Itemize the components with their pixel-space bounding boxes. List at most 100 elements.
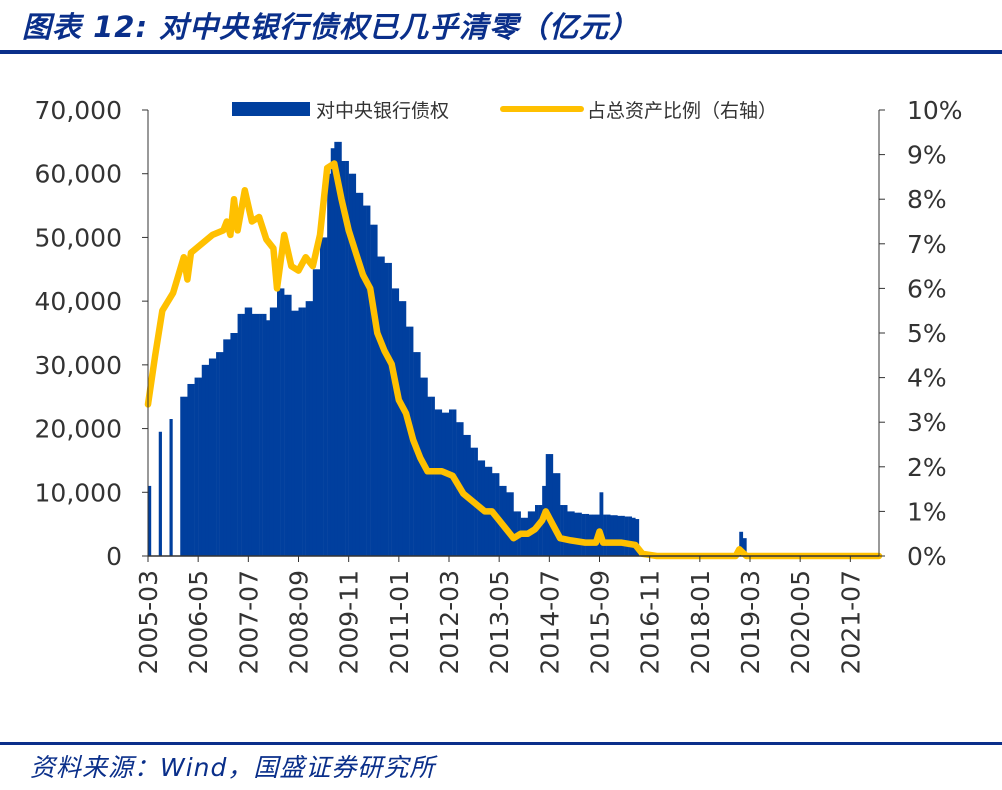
chart-legend: 对中央银行债权 占总资产比例（右轴）	[232, 100, 777, 122]
y-right-tick-label: 6%	[907, 274, 947, 303]
y-left-tick-label: 0	[106, 542, 122, 571]
bar	[201, 364, 206, 556]
y-left-tick-label: 70,000	[35, 96, 122, 125]
bank-claims-chart: 0 10,000 20,000 30,000 40,000 50,000 60,000 70,…	[35, 96, 963, 674]
legend-line-label: 占总资产比例（右轴）	[587, 100, 777, 122]
bar	[538, 505, 543, 556]
bar	[621, 515, 625, 556]
bar	[617, 515, 622, 556]
line-series	[144, 160, 883, 560]
bar	[585, 513, 589, 556]
bar	[391, 288, 396, 556]
bar	[312, 269, 317, 556]
bar	[545, 454, 550, 556]
bar	[395, 288, 400, 556]
bar	[244, 307, 249, 556]
x-tick-label: 2014-07	[535, 570, 564, 674]
bar	[502, 485, 507, 556]
bar	[398, 301, 403, 556]
x-tick-label: 2007-07	[234, 570, 263, 674]
bar	[574, 512, 579, 556]
bar	[251, 313, 256, 556]
bar	[259, 313, 263, 556]
bar	[570, 511, 575, 556]
bar	[330, 148, 335, 557]
y-left-tick-label: 40,000	[35, 287, 122, 316]
x-tick-label: 2011-01	[385, 570, 414, 674]
bar	[302, 307, 306, 556]
bar	[194, 377, 199, 556]
bar	[606, 514, 611, 556]
bar	[237, 313, 242, 556]
bar	[280, 288, 285, 556]
y-right-tick-label: 8%	[907, 185, 947, 214]
bar	[588, 514, 593, 556]
bar	[506, 492, 511, 556]
bar	[384, 262, 389, 556]
bar	[348, 173, 353, 556]
figure-title: 图表 12: 对中央银行债权已几乎清零（亿元）	[22, 10, 640, 44]
bar	[305, 301, 310, 556]
bar	[316, 269, 321, 556]
x-tick-label: 2008-09	[285, 570, 314, 674]
x-tick-label: 2006-05	[184, 570, 213, 674]
bar	[323, 237, 328, 556]
bar	[560, 505, 564, 556]
bar	[183, 396, 188, 556]
y-right-tick-label: 5%	[907, 319, 947, 348]
bar	[212, 358, 217, 556]
y-right-tick-label: 3%	[907, 408, 947, 437]
y-right-tick-label: 0%	[907, 542, 947, 571]
bar	[352, 173, 357, 556]
bar	[413, 352, 417, 556]
bar	[370, 224, 374, 556]
bar	[449, 409, 453, 556]
bar	[610, 515, 615, 556]
bar	[556, 473, 561, 556]
bar	[219, 352, 224, 556]
y-left-tick-label: 60,000	[35, 160, 122, 189]
x-tick-label: 2012-03	[435, 570, 464, 674]
y-right-tick-label: 9%	[907, 141, 947, 170]
figure-source: 资料来源：Wind，国盛证券研究所	[30, 753, 436, 782]
bar	[269, 307, 274, 556]
bar	[434, 409, 439, 556]
bar	[635, 519, 640, 556]
x-tick-label: 2013-05	[485, 570, 514, 674]
title-rule	[0, 50, 1002, 54]
bar	[309, 301, 314, 556]
bar	[180, 396, 185, 556]
bar	[169, 419, 173, 556]
bar-series	[148, 141, 747, 557]
bar	[191, 383, 195, 556]
bar	[613, 515, 618, 556]
bar	[603, 514, 607, 556]
x-tick-label: 2009-11	[335, 570, 364, 674]
bar	[337, 141, 342, 557]
ratio-line	[144, 160, 883, 560]
legend-bar-label: 对中央银行债权	[316, 100, 449, 122]
x-tick-label: 2015-09	[586, 570, 615, 674]
bar	[234, 333, 238, 556]
bar	[377, 256, 382, 556]
bar	[431, 396, 435, 556]
bar	[366, 205, 371, 556]
bar	[241, 313, 245, 556]
bar	[552, 473, 557, 556]
bar	[291, 310, 296, 556]
bar	[320, 237, 324, 556]
bar	[438, 409, 443, 556]
x-tick-label: 2019-03	[736, 570, 765, 674]
bar	[359, 192, 364, 556]
bar	[427, 396, 432, 556]
bar	[287, 294, 292, 556]
bar	[205, 364, 210, 556]
bar	[284, 294, 288, 556]
bar	[327, 173, 331, 556]
bar	[355, 192, 360, 556]
bar	[255, 313, 260, 556]
y-right-tick-label: 1%	[907, 497, 947, 526]
bar	[277, 288, 281, 556]
bar	[334, 141, 339, 557]
source-rule	[0, 742, 1002, 745]
